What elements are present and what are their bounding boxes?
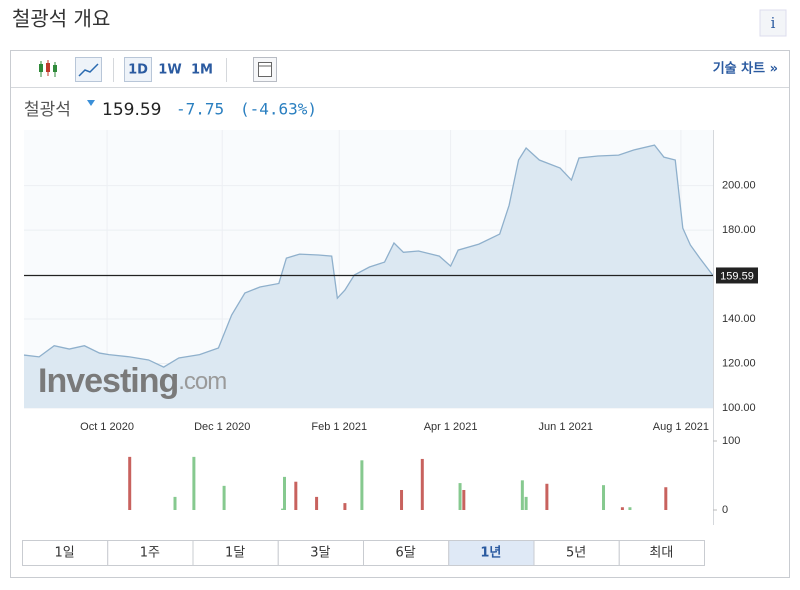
watermark: Investing.com xyxy=(38,362,226,400)
period-button-selected[interactable] xyxy=(448,540,535,566)
period-button[interactable] xyxy=(107,540,194,566)
technical-chart-link[interactable]: 기술 차트 » xyxy=(713,61,778,77)
last-price-label: 159.59 xyxy=(720,270,754,282)
interval-button[interactable]: 1W xyxy=(158,63,181,78)
period-label[interactable]: 1년 xyxy=(480,546,501,561)
x-tick-label: Oct 1 2020 xyxy=(80,421,134,433)
volume-bar xyxy=(545,483,549,510)
down-arrow xyxy=(87,100,95,106)
volume-bar xyxy=(360,460,364,510)
widget-frame xyxy=(10,50,790,578)
volume-bar xyxy=(602,485,606,510)
volume-bar xyxy=(173,496,177,510)
selected-interval[interactable] xyxy=(124,57,152,82)
volume-bar xyxy=(664,487,668,510)
quote-change: -7.75 xyxy=(176,100,224,119)
period-label[interactable]: 1일 xyxy=(55,546,75,561)
period-button[interactable] xyxy=(618,540,705,566)
candle-icon[interactable] xyxy=(39,60,57,77)
volume-bar xyxy=(192,456,196,510)
volume-bar xyxy=(281,508,285,510)
y-tick-label: 200.00 xyxy=(722,180,756,192)
watermark-brand: Investing xyxy=(38,362,178,400)
watermark-suffix: .com xyxy=(178,368,226,395)
volume-bar xyxy=(520,480,524,510)
volume-bar xyxy=(343,503,347,510)
interval-button[interactable]: 1D xyxy=(128,63,148,78)
quote-name: 철광석 xyxy=(24,100,71,120)
y-tick-label: 100.00 xyxy=(722,402,756,414)
volume-bar xyxy=(462,489,466,510)
line-chart-icon[interactable] xyxy=(78,63,99,77)
volume-bar xyxy=(628,507,632,510)
volume-bar xyxy=(458,483,462,510)
volume-bar xyxy=(524,496,528,510)
quote-price: 159.59 xyxy=(102,100,161,120)
y-tick-label: 180.00 xyxy=(722,224,756,236)
page-title: 철광석 개요 xyxy=(12,7,110,31)
info-icon[interactable]: i xyxy=(771,14,776,32)
volume-bar xyxy=(128,456,132,510)
x-tick-label: Jun 1 2021 xyxy=(539,421,593,433)
y-tick-label: 0 xyxy=(722,504,728,516)
price-area xyxy=(24,145,713,408)
period-label[interactable]: 최대 xyxy=(649,546,673,561)
period-label[interactable]: 1달 xyxy=(225,546,245,561)
period-label[interactable]: 1주 xyxy=(140,546,160,561)
period-label[interactable]: 5년 xyxy=(566,546,586,561)
x-tick-label: Apr 1 2021 xyxy=(424,421,478,433)
x-tick-label: Feb 1 2021 xyxy=(311,421,367,433)
quote-change-percent: (-4.63%) xyxy=(240,100,317,119)
line-chart-button[interactable] xyxy=(75,57,102,82)
period-label[interactable]: 6달 xyxy=(396,546,416,561)
y-tick-label: 120.00 xyxy=(722,357,756,369)
last-price-box xyxy=(716,267,758,284)
volume-bar xyxy=(294,481,298,510)
y-tick-label: 100 xyxy=(722,435,740,447)
volume-bar xyxy=(315,496,319,510)
period-button[interactable] xyxy=(192,540,279,566)
info-button[interactable] xyxy=(759,9,787,37)
volume-bar xyxy=(282,476,286,510)
price-line xyxy=(23,144,714,368)
volume-bar xyxy=(620,507,624,510)
volume-bar xyxy=(222,485,226,510)
settings-icon[interactable] xyxy=(253,57,277,82)
period-button[interactable] xyxy=(533,540,620,566)
volume-bar xyxy=(420,458,424,510)
x-tick-label: Dec 1 2020 xyxy=(194,421,250,433)
volume-bar xyxy=(400,489,404,510)
period-button[interactable] xyxy=(363,540,450,566)
period-button[interactable] xyxy=(277,540,364,566)
period-label[interactable]: 3달 xyxy=(310,546,330,561)
interval-button[interactable]: 1M xyxy=(191,63,213,78)
y-tick-label: 140.00 xyxy=(722,313,756,325)
x-tick-label: Aug 1 2021 xyxy=(653,421,709,433)
